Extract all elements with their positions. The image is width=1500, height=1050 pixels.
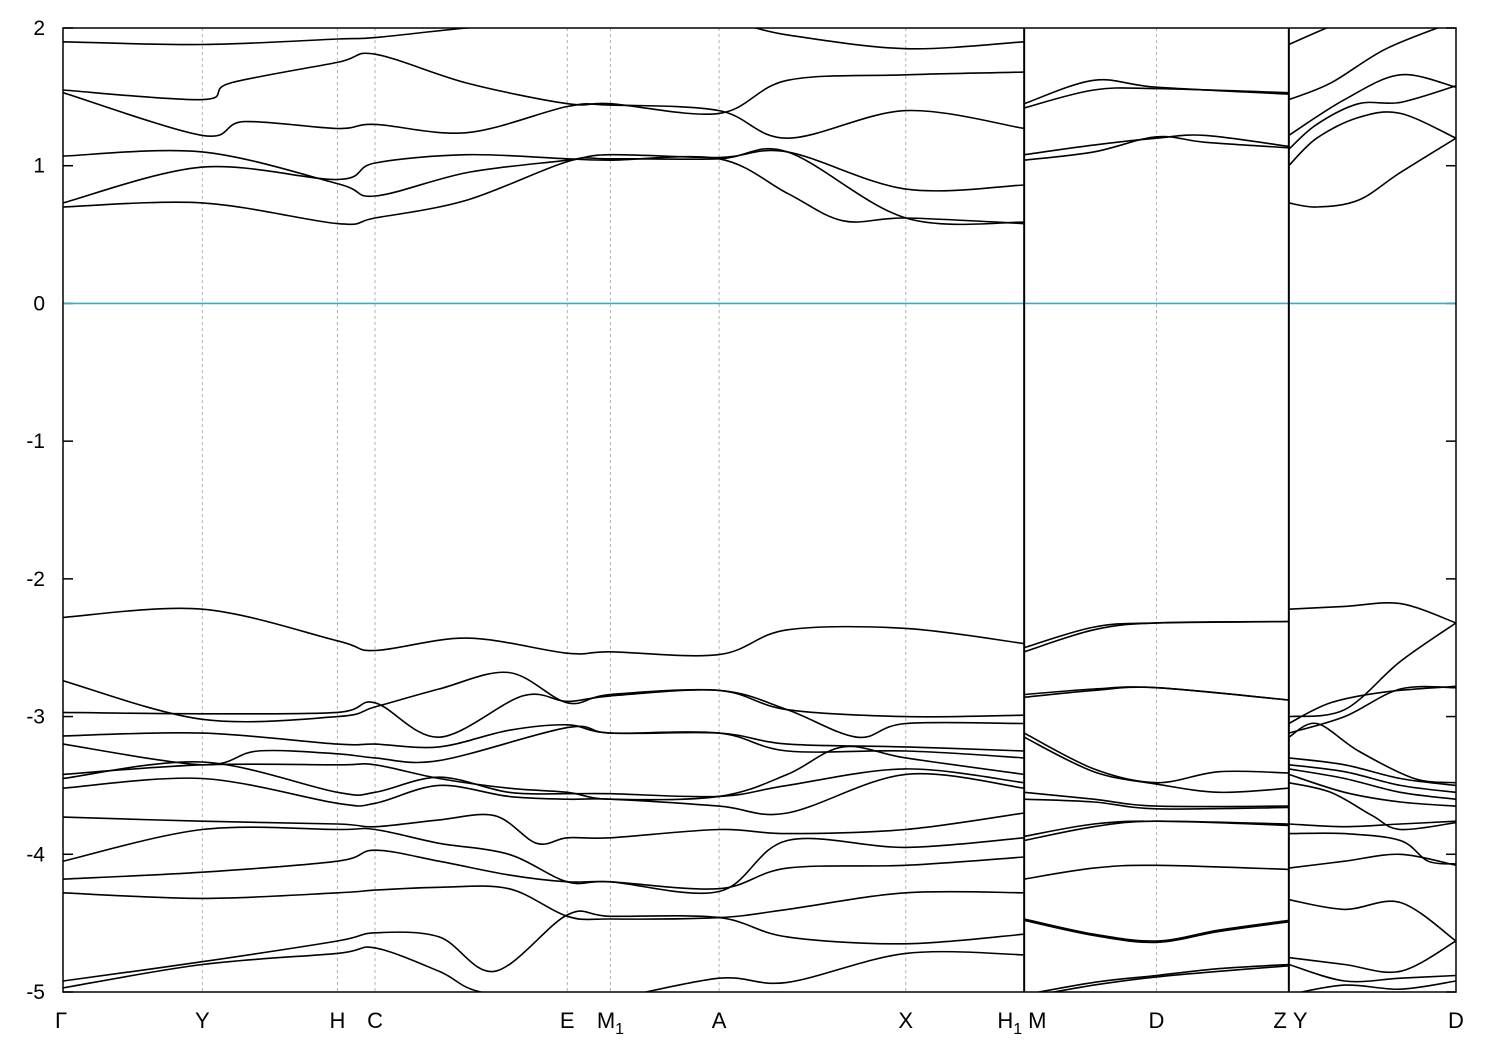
band-line [1024, 134, 1289, 156]
band-line [1288, 757, 1456, 787]
band-line [1288, 85, 1456, 150]
band-lines [63, 28, 1456, 992]
band-line [1024, 918, 1289, 942]
x-tick-label: D [1149, 1008, 1165, 1033]
band-line [1288, 685, 1456, 725]
y-tick-label: -5 [26, 981, 45, 1004]
band-line [1034, 963, 1289, 992]
band-line [63, 607, 1025, 657]
band-line [63, 812, 1025, 845]
x-tick-label: E [560, 1008, 575, 1033]
band-line [1024, 864, 1289, 880]
band-line [1024, 798, 1289, 810]
y-tick-label: -2 [26, 568, 45, 591]
y-tick-label: 0 [33, 292, 45, 315]
band-line [63, 826, 1025, 895]
grid-lines [201, 28, 1158, 992]
band-line [1288, 622, 1456, 718]
band-line [1288, 685, 1456, 734]
band-line [1288, 722, 1456, 784]
band-line [63, 760, 1025, 798]
x-tick-label: Y [195, 1008, 210, 1033]
band-line [1024, 820, 1289, 842]
band-line [1024, 791, 1289, 808]
band-line [1024, 686, 1289, 701]
y-tick-label: -4 [26, 843, 45, 866]
band-line [1024, 135, 1289, 161]
band-line [1288, 898, 1456, 942]
band-line [63, 153, 1025, 225]
x-tick-label: X [898, 1008, 913, 1033]
y-tick-label: -3 [26, 706, 45, 729]
x-tick-label: D [1448, 1008, 1464, 1033]
band-line [63, 147, 1025, 226]
x-tick-label: M [1028, 1008, 1046, 1033]
band-line [1023, 620, 1289, 653]
plot-frame [62, 27, 1457, 993]
x-tick-label: Y [1293, 1008, 1308, 1033]
y-axis-ticks: 2 1 0 -1 -2 -3 -4 -5 [26, 17, 1456, 1004]
band-line [63, 723, 1025, 752]
band-line [1288, 137, 1456, 208]
band-line [1049, 965, 1289, 992]
y-tick-label: 2 [33, 17, 45, 40]
band-line [1288, 820, 1456, 828]
band-line [1288, 853, 1456, 869]
band-line [63, 91, 1025, 139]
band-line [1288, 963, 1456, 983]
band-line [1023, 732, 1289, 784]
band-line [63, 772, 1025, 816]
band-line [1288, 832, 1456, 865]
band-line [1288, 28, 1329, 46]
band-line [1288, 768, 1456, 800]
y-tick-label: 1 [33, 155, 45, 178]
band-line [1288, 773, 1456, 807]
band-line [1288, 781, 1456, 831]
band-line [63, 946, 1025, 992]
band-line [1288, 601, 1456, 624]
x-tick-label: A [712, 1008, 727, 1033]
band-line [1288, 111, 1456, 167]
band-line [1023, 87, 1289, 109]
x-tick-label: C [367, 1008, 383, 1033]
band-line [63, 671, 1025, 723]
band-line [1298, 980, 1456, 992]
band-line [63, 689, 1025, 739]
band-line [63, 745, 1025, 801]
band-line [63, 149, 1025, 198]
path-breaks [1023, 28, 1290, 992]
band-line [63, 52, 1025, 115]
band-line [63, 910, 1025, 982]
y-tick-label: -1 [26, 430, 45, 453]
band-line [1288, 73, 1456, 137]
x-tick-label: H [329, 1008, 345, 1033]
band-line [1288, 940, 1456, 974]
band-line [1288, 764, 1456, 794]
band-line [63, 725, 1025, 766]
band-line [1023, 736, 1289, 794]
band-line [1024, 919, 1289, 944]
band-line [1288, 28, 1440, 101]
band-line [63, 28, 1025, 50]
x-tick-label: Γ [55, 1008, 67, 1033]
band-line [63, 849, 1025, 890]
x-tick-label: Z [1273, 1008, 1286, 1033]
band-line [63, 885, 1025, 921]
